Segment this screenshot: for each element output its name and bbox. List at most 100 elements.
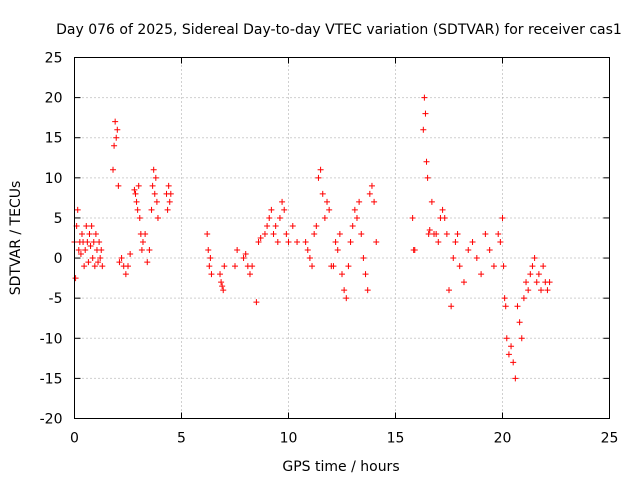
data-point — [268, 207, 274, 213]
data-point — [114, 127, 120, 133]
data-point — [440, 207, 446, 213]
data-point — [367, 191, 373, 197]
data-point — [424, 159, 430, 165]
data-point — [131, 187, 137, 193]
data-point — [354, 215, 360, 221]
data-point — [425, 175, 431, 181]
x-tick-label: 10 — [280, 431, 298, 447]
y-tick-label: 10 — [45, 171, 63, 187]
data-point — [502, 295, 508, 301]
data-point — [517, 319, 523, 325]
data-point — [365, 287, 371, 293]
data-point — [111, 143, 117, 149]
data-point — [540, 263, 546, 269]
data-point — [132, 191, 138, 197]
data-point — [286, 239, 292, 245]
data-point — [452, 239, 458, 245]
data-point — [75, 207, 81, 213]
x-tick-label: 15 — [387, 431, 405, 447]
y-tick-label: -15 — [40, 371, 63, 387]
data-point — [149, 207, 155, 213]
data-point — [508, 343, 514, 349]
data-point — [166, 183, 172, 189]
data-point — [134, 199, 140, 205]
data-point — [290, 223, 296, 229]
data-point — [150, 183, 156, 189]
data-point — [324, 199, 330, 205]
data-point — [123, 271, 129, 277]
data-point — [536, 271, 542, 277]
data-point — [482, 231, 488, 237]
data-point — [345, 263, 351, 269]
data-point — [311, 231, 317, 237]
data-point — [461, 279, 467, 285]
data-point — [538, 287, 544, 293]
data-point — [421, 95, 427, 101]
data-point — [427, 227, 433, 233]
data-point — [333, 239, 339, 245]
data-point — [152, 191, 158, 197]
data-point — [142, 231, 148, 237]
data-point — [91, 239, 97, 245]
data-point — [465, 247, 471, 253]
data-point — [84, 239, 90, 245]
y-tick-label: -5 — [49, 291, 63, 307]
data-point — [113, 135, 119, 141]
x-tick-label: 25 — [601, 431, 619, 447]
data-point — [412, 247, 418, 253]
data-point — [79, 231, 85, 237]
data-point — [277, 215, 283, 221]
data-point — [532, 255, 538, 261]
data-point — [544, 287, 550, 293]
data-point — [337, 231, 343, 237]
data-point — [221, 263, 227, 269]
data-point — [474, 255, 480, 261]
y-tick-label: -10 — [40, 331, 63, 347]
y-tick-label: 0 — [54, 251, 63, 267]
data-point — [478, 271, 484, 277]
data-point — [426, 231, 432, 237]
data-point — [81, 263, 87, 269]
data-point — [435, 239, 441, 245]
data-point — [320, 191, 326, 197]
data-point — [318, 167, 324, 173]
data-point — [135, 207, 141, 213]
data-point — [88, 243, 94, 249]
data-point — [89, 223, 95, 229]
data-point — [315, 175, 321, 181]
data-point — [410, 215, 416, 221]
data-point — [264, 223, 270, 229]
data-point — [217, 271, 223, 277]
data-point — [234, 247, 240, 253]
data-point — [283, 231, 289, 237]
data-point — [352, 207, 358, 213]
data-point — [307, 255, 313, 261]
plot-frame — [75, 58, 610, 419]
data-point — [220, 287, 226, 293]
data-point — [527, 271, 533, 277]
data-point — [266, 215, 272, 221]
data-point — [309, 263, 315, 269]
sdtvar-chart: Day 076 of 2025, Sidereal Day-to-day VTE… — [0, 0, 640, 480]
data-point — [448, 303, 454, 309]
data-point — [360, 255, 366, 261]
data-point — [429, 199, 435, 205]
data-point — [514, 303, 520, 309]
data-point — [523, 279, 529, 285]
data-point — [446, 287, 452, 293]
data-point — [232, 263, 238, 269]
data-point — [519, 335, 525, 341]
data-point — [115, 183, 121, 189]
data-point — [253, 299, 259, 305]
data-point — [165, 207, 171, 213]
data-point — [525, 287, 531, 293]
data-point — [442, 215, 448, 221]
data-point — [350, 223, 356, 229]
data-point — [271, 231, 277, 237]
data-point — [422, 111, 428, 117]
data-point — [168, 191, 174, 197]
data-point — [363, 271, 369, 277]
data-point — [444, 231, 450, 237]
y-tick-label: 15 — [45, 131, 63, 147]
data-point — [83, 223, 89, 229]
